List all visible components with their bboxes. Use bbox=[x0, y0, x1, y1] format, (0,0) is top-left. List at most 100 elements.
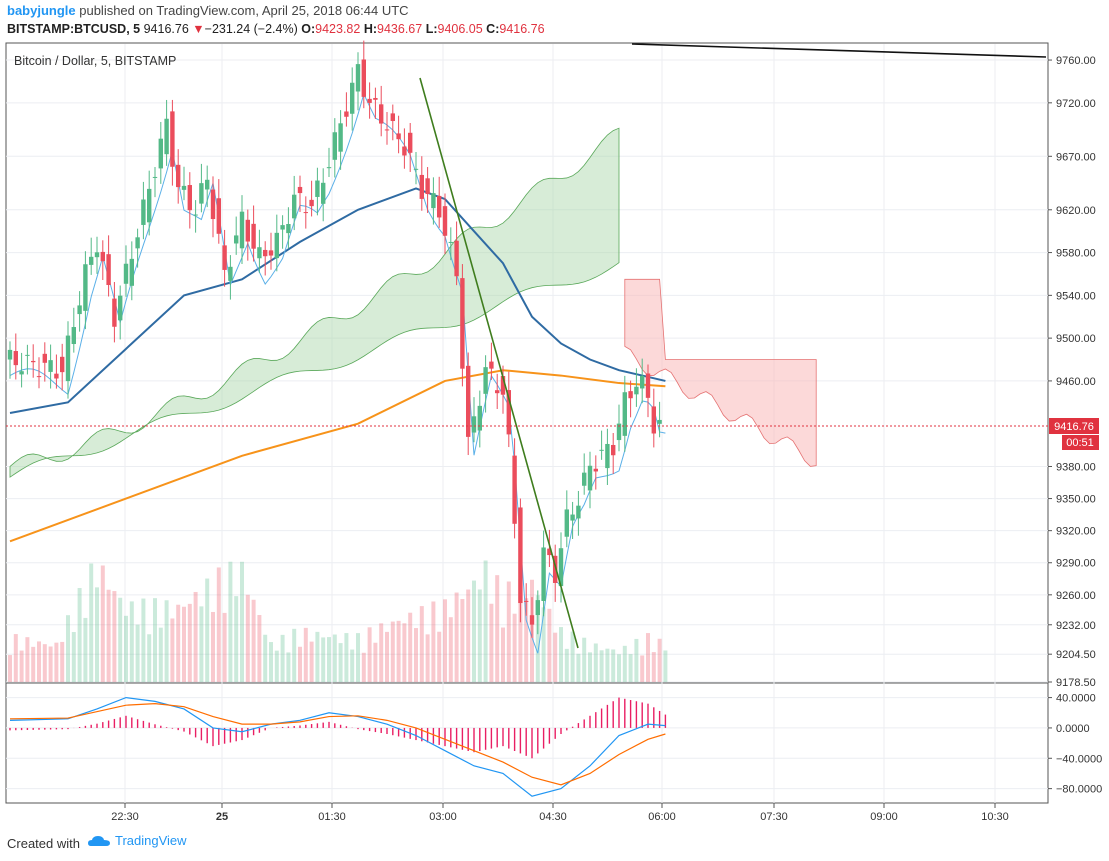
volume-bar bbox=[501, 627, 505, 682]
candle-body bbox=[65, 335, 71, 382]
bull-cloud bbox=[9, 127, 620, 478]
volume-bar bbox=[199, 606, 204, 682]
volume-bar bbox=[448, 617, 453, 682]
ohlc-line: BITSTAMP:BTCUSD, 5 9416.76 ▼−231.24 (−2.… bbox=[7, 22, 545, 36]
volume-bar bbox=[106, 589, 111, 682]
volume-bar bbox=[257, 615, 262, 682]
volume-bar bbox=[541, 607, 546, 682]
candle-body bbox=[13, 351, 18, 366]
volume-bar bbox=[414, 628, 418, 682]
candle-body bbox=[628, 391, 633, 399]
volume-bar bbox=[437, 631, 442, 682]
candle-body bbox=[257, 247, 262, 259]
candle-body bbox=[611, 444, 616, 456]
volume-bar bbox=[141, 598, 146, 682]
volume-bar bbox=[332, 634, 337, 682]
trend-line-down[interactable] bbox=[419, 77, 579, 649]
candle-body bbox=[36, 376, 42, 378]
candles bbox=[7, 40, 662, 638]
volume-bar bbox=[292, 628, 297, 682]
volume-bar bbox=[628, 654, 633, 682]
price-tick-label: 9178.50 bbox=[1056, 677, 1096, 689]
volume-bar bbox=[454, 592, 459, 682]
candle-body bbox=[431, 193, 436, 209]
time-tick-label: 10:30 bbox=[981, 811, 1009, 823]
candle-body bbox=[152, 176, 158, 178]
volume-bar bbox=[646, 633, 650, 682]
candle-body bbox=[593, 468, 598, 472]
candle-body bbox=[558, 548, 564, 587]
trend-line-top[interactable] bbox=[631, 43, 1047, 58]
volume-bar bbox=[622, 645, 627, 682]
candle-body bbox=[129, 258, 134, 286]
price-tick-label: 9670.00 bbox=[1056, 151, 1096, 163]
time-tick-label: 09:00 bbox=[870, 811, 898, 823]
volume-bar bbox=[124, 615, 128, 682]
candle-body bbox=[332, 132, 337, 160]
volume-bar bbox=[466, 589, 471, 682]
price-tick-label: 9350.00 bbox=[1056, 494, 1096, 506]
candle-body bbox=[321, 182, 326, 204]
low-label: L: bbox=[425, 22, 438, 36]
candle-body bbox=[193, 214, 198, 216]
author-link[interactable]: babyjungle bbox=[7, 3, 76, 18]
volume-bar bbox=[37, 641, 41, 682]
candle-body bbox=[419, 174, 424, 199]
indicator-axis[interactable]: 40.0000 0.0000 −40.0000 −80.0000 bbox=[1048, 693, 1102, 796]
candle-body bbox=[25, 354, 30, 356]
candle-body bbox=[402, 146, 407, 156]
volume-bar bbox=[25, 637, 30, 682]
close-value: 9416.76 bbox=[499, 22, 545, 36]
down-arrow-icon: ▼ bbox=[192, 22, 205, 36]
candle-body bbox=[60, 356, 65, 373]
macd-indicator bbox=[9, 696, 667, 797]
volume-bar bbox=[66, 615, 70, 682]
candle-body bbox=[135, 237, 140, 249]
candle-body bbox=[239, 211, 245, 249]
candle-body bbox=[645, 373, 651, 398]
indicator-pane-frame bbox=[5, 682, 1049, 804]
volume-bar bbox=[158, 627, 163, 682]
publish-text: published on TradingView.com, April 25, … bbox=[75, 3, 409, 18]
price-tick-label: 9460.00 bbox=[1056, 376, 1096, 388]
volume-bar bbox=[19, 650, 24, 682]
volume-bar bbox=[100, 565, 105, 682]
candle-body bbox=[506, 390, 511, 435]
candle-body bbox=[390, 113, 395, 122]
time-tick-label: 04:30 bbox=[539, 811, 567, 823]
candle-body bbox=[640, 375, 645, 389]
volume-bar bbox=[385, 631, 389, 682]
price-tick-label: 9580.00 bbox=[1056, 248, 1096, 260]
candle-body bbox=[355, 64, 361, 92]
candle-body bbox=[657, 419, 662, 424]
chart-header: babyjungle published on TradingView.com,… bbox=[0, 0, 1109, 42]
candle-body bbox=[48, 360, 53, 372]
candle-body bbox=[187, 185, 192, 211]
candle-body bbox=[512, 455, 517, 524]
price-axis[interactable]: 9760.00 9720.00 9670.00 9620.00 9580.00 9540.… bbox=[1048, 55, 1096, 689]
candle-body bbox=[529, 615, 535, 625]
candle-body bbox=[500, 376, 506, 395]
volume-bar bbox=[356, 633, 360, 682]
candle-body bbox=[199, 183, 204, 204]
price-badge bbox=[1049, 418, 1099, 434]
candle-body bbox=[147, 188, 152, 223]
ema-orange-line bbox=[9, 369, 666, 543]
tradingview-brand[interactable]: TradingView bbox=[88, 833, 187, 848]
candle-body bbox=[274, 232, 279, 259]
volume-bar bbox=[193, 591, 198, 682]
volume-bars bbox=[8, 560, 668, 682]
candle-body bbox=[605, 443, 610, 469]
candle-body bbox=[651, 406, 656, 434]
volume-bar bbox=[263, 634, 268, 682]
volume-bar bbox=[425, 634, 430, 682]
candle-body bbox=[164, 118, 169, 155]
volume-bar bbox=[570, 631, 575, 682]
volume-bar bbox=[663, 650, 668, 682]
volume-bar bbox=[147, 634, 152, 682]
time-axis[interactable]: 22:30 25 01:30 03:00 04:30 06:00 07:30 09:00 10:… bbox=[111, 803, 1009, 823]
volume-bar bbox=[222, 612, 227, 682]
volume-bar bbox=[42, 644, 47, 682]
candle-body bbox=[94, 252, 100, 258]
